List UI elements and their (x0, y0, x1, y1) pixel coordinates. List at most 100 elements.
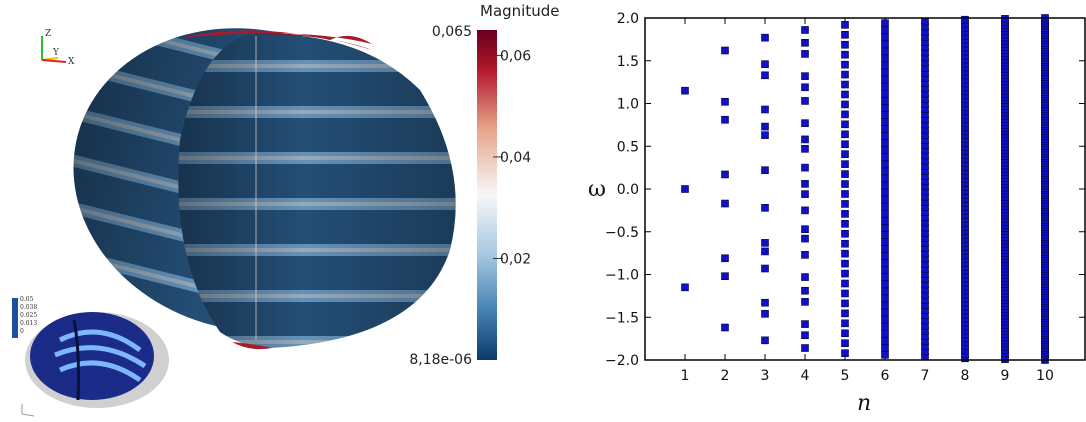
scatter-point (841, 80, 849, 89)
inset-legend-label: 0.025 (20, 312, 37, 319)
scatter-point (881, 167, 889, 176)
scatter-point (881, 287, 889, 296)
y-tick-label: 0.5 (617, 139, 639, 155)
scatter-point (961, 15, 969, 24)
scatter-point (881, 294, 889, 303)
scatter-point (881, 54, 889, 63)
scatter-point (761, 105, 769, 114)
scatter-point (841, 229, 849, 238)
scatter-point (761, 33, 769, 42)
scatter-point (801, 344, 809, 352)
scatter-point (761, 60, 769, 68)
y-tick-label: 1.5 (617, 54, 639, 70)
surface-visualization: Z Y X Magnitude 0,065 8,18e-06 0,060,040… (12, 2, 559, 417)
scatter-point (841, 30, 849, 39)
scatter-point (841, 269, 849, 278)
colorbar-tick-label: 0,06 (500, 48, 531, 64)
scatter-point (841, 349, 849, 357)
scatter-point (841, 160, 849, 168)
scatter-point (881, 280, 889, 289)
scatter-point (761, 204, 769, 212)
y-tick-labels: −2.0 −1.5 −1.0 −0.5 0.0 0.5 1.0 1.5 2.0 (605, 11, 639, 369)
scatter-point (801, 286, 809, 295)
scatter-point (881, 259, 889, 267)
scatter-points (681, 14, 1049, 364)
colorbar-tick-label: 0,04 (500, 150, 531, 166)
scatter-point (721, 115, 729, 124)
x-tick-label: 6 (881, 368, 890, 384)
scatter-point (881, 75, 889, 84)
plot-frame (644, 17, 1086, 361)
scatter-point (881, 132, 889, 140)
scatter-point (881, 89, 889, 98)
colorbar-title: Magnitude (480, 2, 559, 20)
scatter-point (881, 26, 889, 34)
scatter-point (881, 61, 889, 70)
scatter-point (841, 120, 849, 129)
scatter-point (881, 252, 889, 260)
scatter-point (841, 339, 849, 348)
x-axis-label: n (857, 391, 871, 416)
scatter-point (881, 245, 889, 253)
scatter-chart: −2.0 −1.5 −1.0 −0.5 0.0 0.5 1.0 1.5 2.0 1 2 3 4 5 6 7 8… (588, 11, 1086, 416)
y-tick-label: −0.5 (605, 225, 639, 241)
scatter-point (881, 118, 889, 126)
scatter-point (761, 166, 769, 174)
scatter-point (801, 72, 809, 80)
y-tick-label: 2.0 (617, 11, 639, 27)
scatter-point (881, 195, 889, 204)
scatter-point (841, 329, 849, 338)
scatter-point (881, 344, 889, 352)
scatter-point (881, 82, 889, 91)
scatter-point (881, 202, 889, 211)
scatter-point (841, 21, 849, 29)
scatter-point (881, 125, 889, 133)
scatter-point (881, 139, 889, 147)
scatter-point (761, 131, 769, 139)
scatter-point (841, 110, 849, 119)
scatter-point (841, 150, 849, 158)
scatter-point (841, 70, 849, 79)
scatter-point (681, 86, 689, 95)
scatter-point (881, 351, 889, 359)
scatter-point (881, 174, 889, 183)
scatter-point (721, 46, 729, 55)
scatter-point (841, 319, 849, 328)
scatter-point (761, 298, 769, 307)
scatter-point (801, 331, 809, 340)
scatter-point (841, 200, 849, 208)
scatter-point (841, 210, 849, 218)
scatter-point (681, 185, 689, 193)
x-tick-label: 1 (681, 368, 690, 384)
scatter-point (881, 181, 889, 190)
x-tick-label: 7 (921, 368, 930, 384)
scatter-point (841, 309, 849, 318)
x-tick-label: 8 (961, 368, 970, 384)
scatter-point (881, 33, 889, 42)
scatter-point (881, 47, 889, 56)
scatter-point (721, 272, 729, 281)
scatter-point (801, 26, 809, 34)
scatter-point (801, 83, 809, 92)
scatter-point (721, 254, 729, 263)
scatter-point (841, 60, 849, 69)
scatter-point (881, 329, 889, 338)
scatter-point (881, 315, 889, 324)
scatter-point (841, 289, 849, 298)
scatter-point (801, 298, 809, 306)
scatter-point (881, 111, 889, 119)
scatter-point (841, 50, 849, 59)
scatter-point (881, 273, 889, 282)
axis-x-label: X (68, 57, 75, 67)
scatter-point (881, 231, 889, 239)
scatter-point (801, 135, 809, 144)
scatter-point (841, 259, 849, 268)
scatter-point (881, 209, 889, 218)
scatter-point (841, 239, 849, 248)
scatter-point (761, 71, 769, 80)
scatter-point (881, 68, 889, 77)
scatter-point (761, 122, 769, 131)
scatter-point (841, 180, 849, 188)
scatter-point (761, 264, 769, 273)
